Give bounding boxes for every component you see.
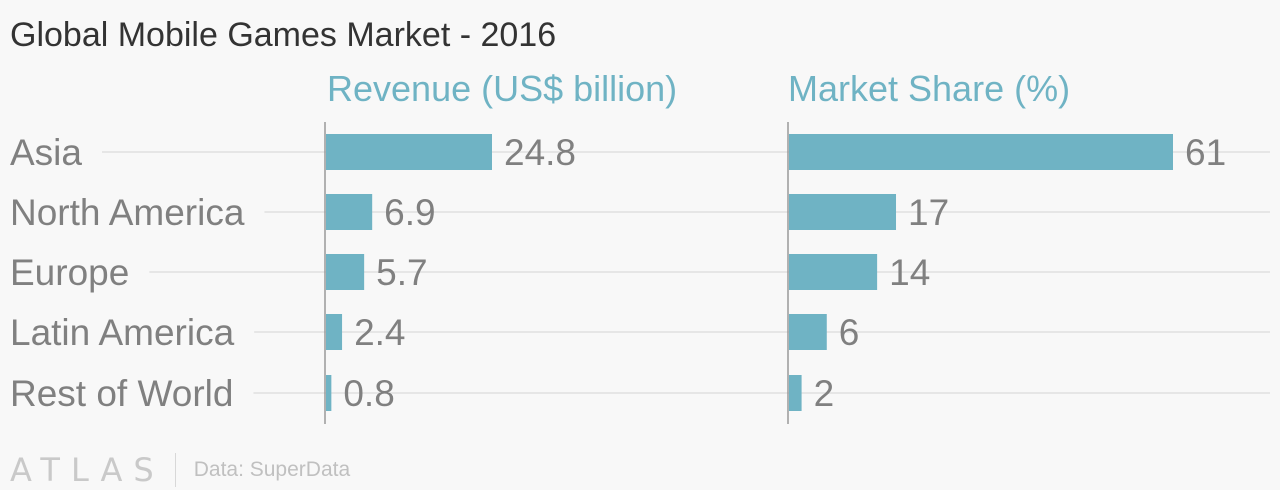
value-label: 5.7 — [376, 252, 427, 293]
bar — [789, 375, 802, 411]
bar — [789, 134, 1173, 170]
bar — [326, 375, 332, 411]
value-label: 17 — [908, 192, 949, 233]
value-label: 61 — [1185, 132, 1226, 173]
panel-title: Market Share (%) — [788, 68, 1070, 109]
category-labels: Asia North America Europe Latin America Rest… — [10, 132, 245, 414]
bar — [326, 254, 365, 290]
bar — [789, 254, 878, 290]
panel-2: Market Share (%) 61 17 14 62 — [787, 68, 1226, 424]
footer-divider — [174, 453, 176, 487]
source-note: Data: SuperData — [193, 458, 351, 481]
bar — [326, 194, 373, 230]
value-label: 2.4 — [354, 312, 405, 353]
panels: Revenue (US$ billion) 24.8 6.9 5.7 2.4 0.8 Mar… — [324, 68, 1226, 424]
value-label: 24.8 — [504, 132, 576, 173]
category-label: North America — [10, 192, 245, 233]
value-label: 2 — [814, 373, 835, 414]
value-label: 6.9 — [384, 192, 435, 233]
category-label: Rest of World — [10, 373, 233, 414]
bar — [789, 194, 897, 230]
value-label: 0.8 — [343, 373, 394, 414]
chart-title: Global Mobile Games Market - 2016 — [10, 16, 556, 54]
bar — [326, 314, 343, 350]
gridlines — [101, 151, 1270, 394]
atlas-logo: ATLAS — [10, 451, 165, 489]
category-label: Latin America — [10, 312, 235, 353]
value-label: 6 — [839, 312, 860, 353]
bar — [326, 134, 492, 170]
category-label: Europe — [10, 252, 129, 293]
footer: ATLAS Data: SuperData — [10, 451, 351, 489]
value-label: 14 — [889, 252, 930, 293]
panel-title: Revenue (US$ billion) — [327, 68, 677, 109]
bar — [789, 314, 827, 350]
category-label: Asia — [10, 132, 82, 173]
panel-1: Revenue (US$ billion) 24.8 6.9 5.7 2.4 0.8 — [324, 68, 677, 424]
chart: Global Mobile Games Market - 2016 Asia No… — [10, 16, 1270, 424]
